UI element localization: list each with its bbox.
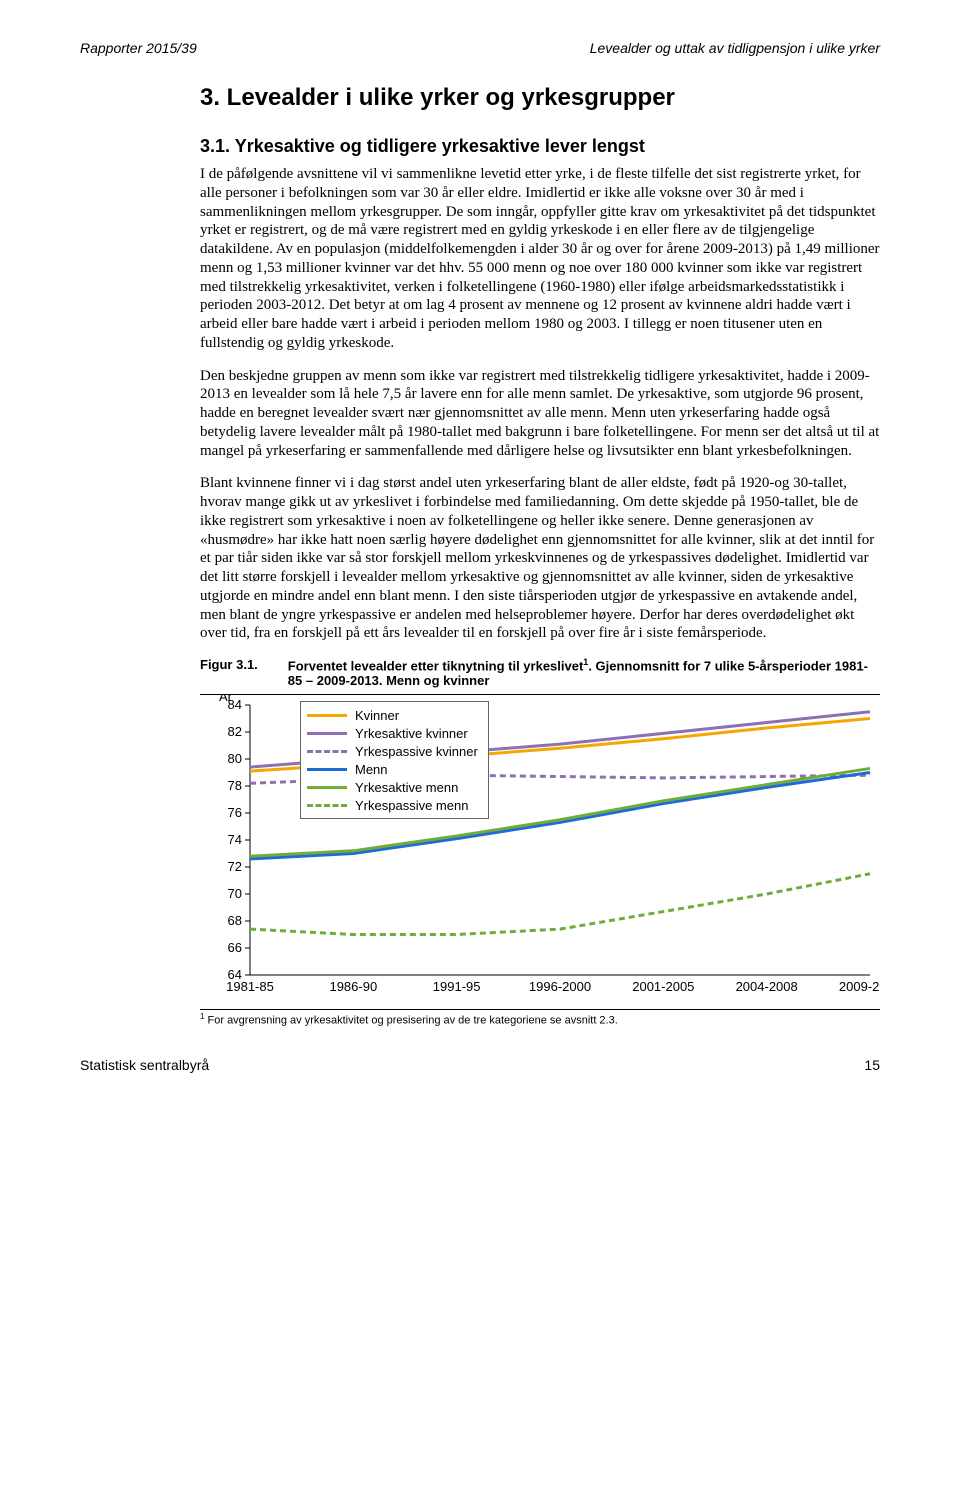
figure-chart: 6466687072747678808284År1981-851986-9019… [200, 694, 880, 1005]
svg-text:66: 66 [228, 940, 242, 955]
svg-text:82: 82 [228, 724, 242, 739]
legend-item: Menn [307, 760, 478, 778]
legend-label: Yrkespassive kvinner [355, 744, 478, 759]
svg-text:1986-90: 1986-90 [329, 979, 377, 994]
svg-text:76: 76 [228, 805, 242, 820]
legend-label: Yrkesaktive kvinner [355, 726, 468, 741]
legend-label: Menn [355, 762, 388, 777]
svg-text:80: 80 [228, 751, 242, 766]
svg-text:1981-85: 1981-85 [226, 979, 274, 994]
subsection-title: 3.1. Yrkesaktive og tidligere yrkesaktiv… [200, 136, 880, 157]
svg-text:År: År [219, 695, 233, 704]
figure-label: Figur 3.1. [200, 657, 258, 688]
page-header: Rapporter 2015/39 Levealder og uttak av … [80, 40, 880, 56]
legend-item: Yrkesaktive kvinner [307, 724, 478, 742]
svg-text:68: 68 [228, 913, 242, 928]
legend-label: Yrkesaktive menn [355, 780, 458, 795]
legend-item: Yrkesaktive menn [307, 778, 478, 796]
paragraph-3: Blant kvinnene finner vi i dag størst an… [200, 474, 880, 643]
svg-text:2004-2008: 2004-2008 [736, 979, 798, 994]
svg-text:70: 70 [228, 886, 242, 901]
svg-text:74: 74 [228, 832, 242, 847]
header-left: Rapporter 2015/39 [80, 40, 197, 56]
svg-text:72: 72 [228, 859, 242, 874]
paragraph-2: Den beskjedne gruppen av menn som ikke v… [200, 367, 880, 461]
figure-title: Forventet levealder etter tiknytning til… [288, 657, 880, 688]
page-footer: Statistisk sentralbyrå 15 [80, 1057, 880, 1073]
legend-label: Yrkespassive menn [355, 798, 468, 813]
svg-text:2009-2013: 2009-2013 [839, 979, 880, 994]
footer-page-number: 15 [864, 1057, 880, 1073]
svg-text:1991-95: 1991-95 [433, 979, 481, 994]
legend-item: Yrkespassive kvinner [307, 742, 478, 760]
chart-legend: Kvinner Yrkesaktive kvinner Yrkespassive k… [300, 701, 489, 819]
figure-caption: Figur 3.1. Forventet levealder etter tik… [200, 657, 880, 688]
header-right: Levealder og uttak av tidligpensjon i ul… [590, 40, 880, 56]
legend-item: Kvinner [307, 706, 478, 724]
svg-text:1996-2000: 1996-2000 [529, 979, 591, 994]
legend-label: Kvinner [355, 708, 399, 723]
section-title: 3. Levealder i ulike yrker og yrkesgrupp… [200, 84, 880, 112]
svg-text:78: 78 [228, 778, 242, 793]
svg-text:2001-2005: 2001-2005 [632, 979, 694, 994]
footer-left: Statistisk sentralbyrå [80, 1057, 209, 1073]
figure-footnote: 1 For avgrensning av yrkesaktivitet og p… [200, 1009, 880, 1027]
legend-item: Yrkespassive menn [307, 796, 478, 814]
paragraph-1: I de påfølgende avsnittene vil vi sammen… [200, 165, 880, 353]
